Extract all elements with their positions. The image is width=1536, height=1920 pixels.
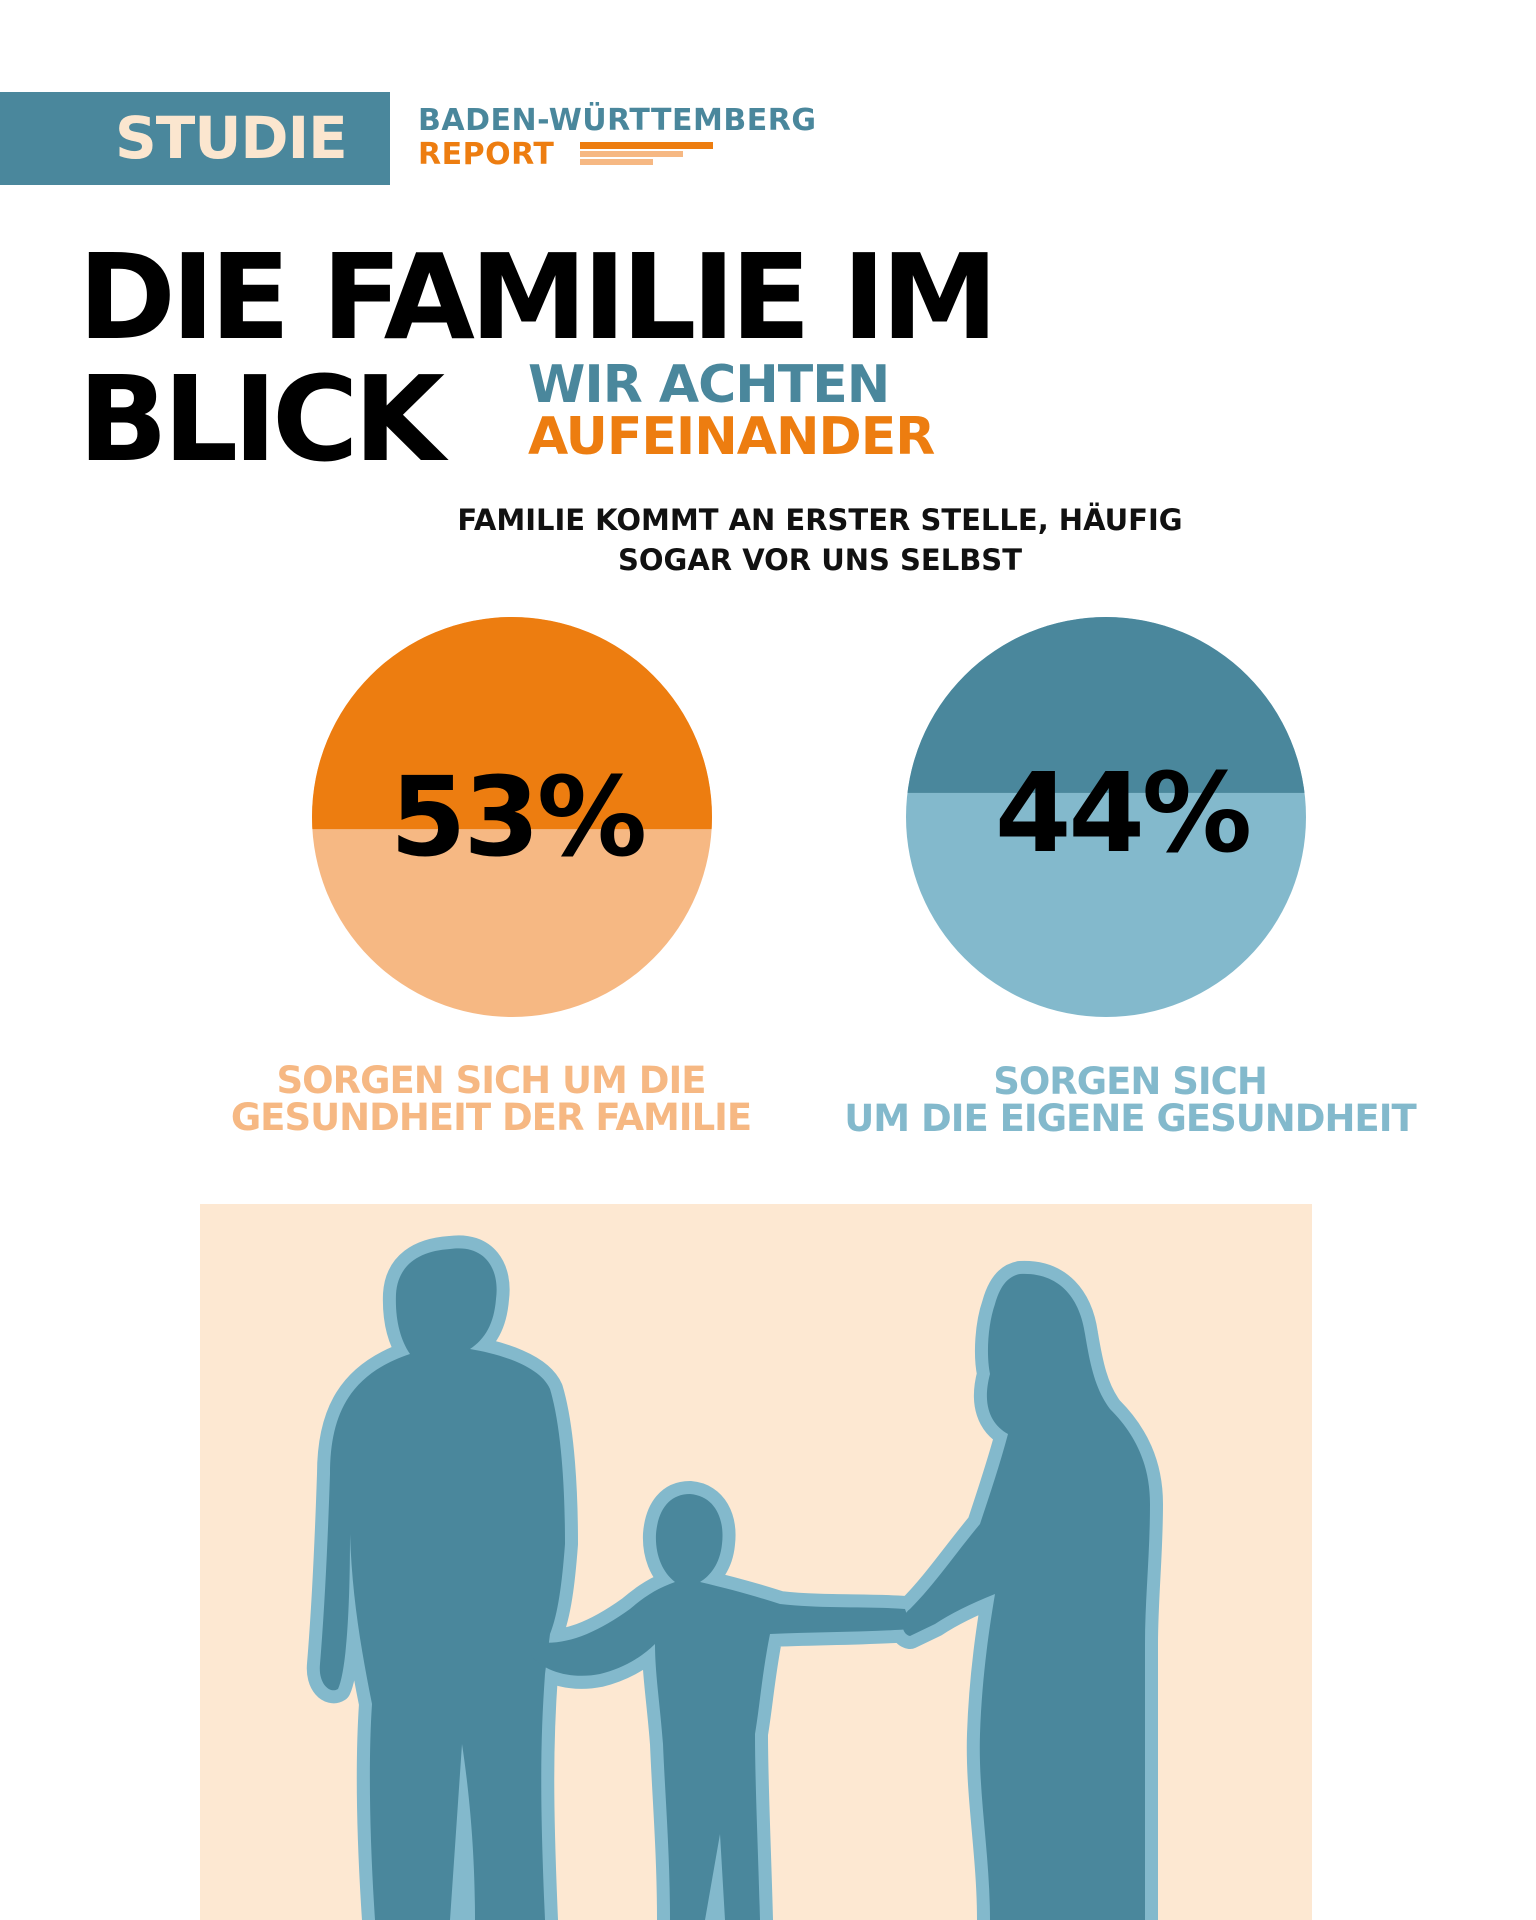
intro-line2: SOGAR VOR UNS SELBST	[618, 543, 1022, 577]
report-name-line1: BADEN-WÜRTTEMBERG	[418, 103, 817, 138]
stat-caption-self-line2: UM DIE EIGENE GESUNDHEIT	[844, 1097, 1416, 1140]
stat-caption-family-line1: SORGEN SICH UM DIE	[276, 1059, 707, 1102]
stat-caption-family: SORGEN SICH UM DIE GESUNDHEIT DER FAMILI…	[186, 1062, 796, 1136]
page-title-line1: DIE FAMILIE IM	[78, 228, 998, 366]
stat-value-self: 44%	[994, 749, 1252, 877]
studie-label: STUDIE	[115, 104, 348, 172]
stat-circle-family	[312, 617, 712, 1017]
intro-line1: FAMILIE KOMMT AN ERSTER STELLE, HÄUFIG	[457, 503, 1183, 537]
stat-caption-family-line2: GESUNDHEIT DER FAMILIE	[230, 1096, 752, 1139]
stat-caption-self: SORGEN SICH UM DIE EIGENE GESUNDHEIT	[800, 1063, 1460, 1137]
stat-circle-self	[906, 617, 1306, 1017]
report-logo-bars-icon	[580, 142, 713, 165]
family-illustration	[200, 1204, 1312, 1920]
studie-badge	[0, 92, 390, 185]
stat-value-family: 53%	[389, 753, 647, 881]
stat-caption-self-line1: SORGEN SICH	[993, 1060, 1268, 1103]
page-title-line2: BLICK	[78, 350, 445, 488]
intro-text: FAMILIE KOMMT AN ERSTER STELLE, HÄUFIG S…	[300, 500, 1340, 580]
family-silhouette-icon	[306, 1235, 1163, 1920]
subtitle-line2: AUFEINANDER	[528, 407, 935, 467]
subtitle-line1: WIR ACHTEN	[528, 355, 890, 415]
report-name-line2: REPORT	[418, 137, 555, 172]
